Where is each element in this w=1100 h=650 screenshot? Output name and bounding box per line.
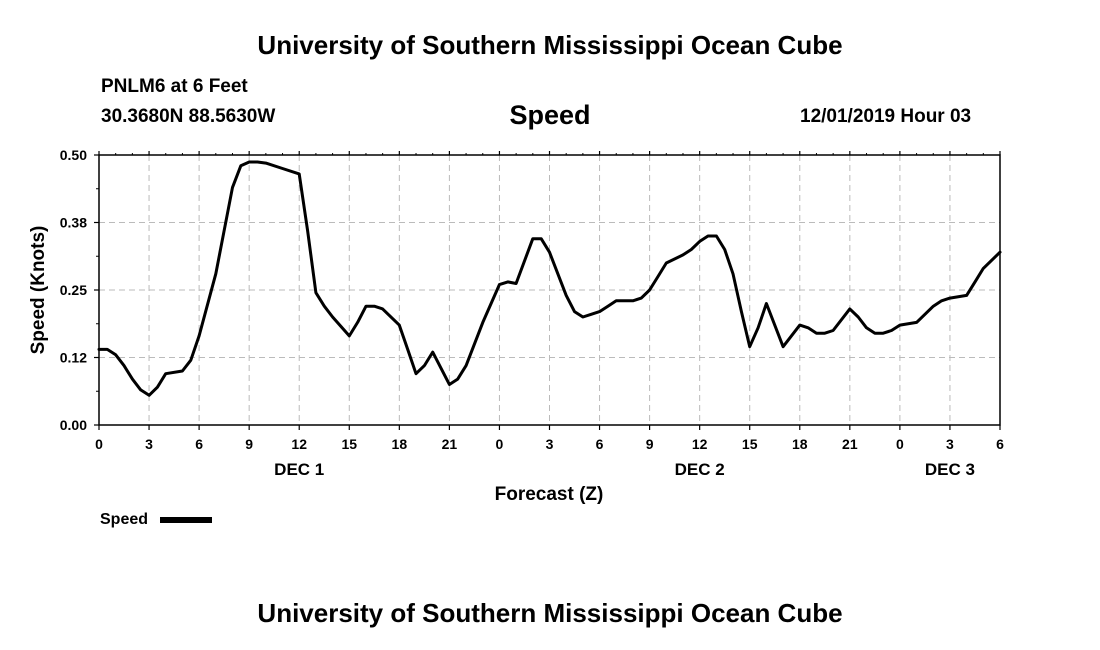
x-tick-label: 15 [341,436,357,452]
y-tick-label: 0.50 [60,147,87,163]
chart-title: Speed [509,100,591,130]
x-tick-label: 18 [792,436,808,452]
x-tick-label: 12 [291,436,307,452]
x-tick-label: 15 [742,436,758,452]
x-tick-label: 3 [946,436,954,452]
day-label: DEC 1 [274,460,324,479]
y-tick-label: 0.38 [60,215,87,231]
y-tick-label: 0.00 [60,417,87,433]
legend-label: Speed [100,511,148,528]
x-tick-label: 0 [896,436,904,452]
x-tick-label: 0 [496,436,504,452]
x-tick-label: 21 [842,436,858,452]
day-label: DEC 2 [675,460,725,479]
series-line-speed [97,160,1002,397]
x-tick-label: 9 [245,436,253,452]
legend: Speed [100,511,212,528]
y-tick-label: 0.12 [60,350,87,366]
y-tick-label: 0.25 [60,282,87,298]
forecast-datetime: 12/01/2019 Hour 03 [800,106,972,127]
x-tick-label: 6 [996,436,1004,452]
y-axis-title: Speed (Knots) [28,226,49,355]
x-tick-label: 3 [145,436,153,452]
x-tick-label: 21 [442,436,458,452]
x-axis-title: Forecast (Z) [495,484,604,505]
x-tick-label: 9 [646,436,654,452]
x-tick-label: 12 [692,436,708,452]
station-label: PNLM6 at 6 Feet [101,76,248,97]
x-tick-label: 0 [95,436,103,452]
x-tick-label: 3 [546,436,554,452]
x-axis: 0 3 6 9 12 15 18 21 0 3 6 9 12 15 18 21 0 3 6 DEC 1 DEC 2 DEC… [95,151,1004,479]
y-axis: 0.00 0.12 0.25 0.38 0.50 [60,147,99,433]
x-tick-label: 6 [596,436,604,452]
series [97,160,1002,397]
grid [99,155,1000,425]
day-label: DEC 3 [925,460,975,479]
x-tick-label: 6 [195,436,203,452]
footer-title: University of Southern Mississippi Ocean… [257,598,843,628]
x-tick-label: 18 [392,436,408,452]
page-title: University of Southern Mississippi Ocean… [257,30,843,60]
coordinates-label: 30.3680N 88.5630W [101,106,276,127]
plot-frame [98,154,1001,426]
